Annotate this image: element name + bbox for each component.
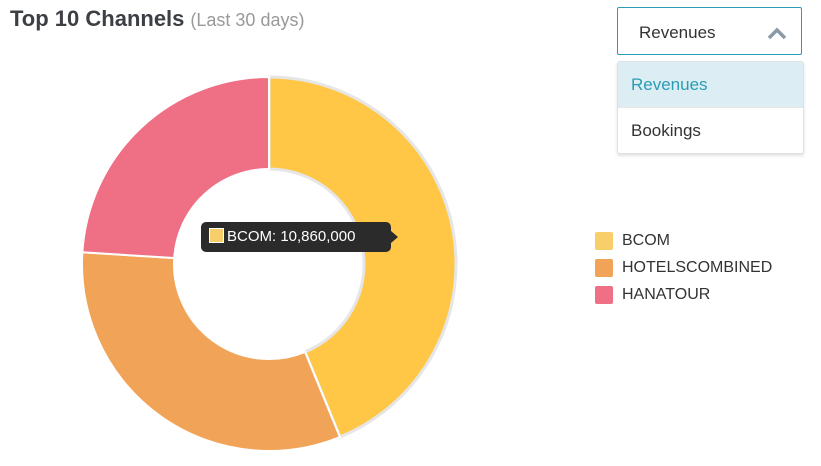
tooltip-swatch bbox=[209, 228, 224, 243]
option-revenues[interactable]: Revenues bbox=[618, 62, 803, 108]
legend-label: HOTELSCOMBINED bbox=[622, 258, 773, 276]
option-bookings[interactable]: Bookings bbox=[631, 121, 701, 140]
legend-item-bcom[interactable]: BCOM bbox=[595, 227, 772, 254]
metric-dropdown-menu: Revenues Bookings bbox=[617, 61, 804, 154]
metric-select-value: Revenues bbox=[639, 23, 716, 42]
tooltip-text: BCOM: 10,860,000 VND bbox=[209, 228, 356, 275]
legend-swatch bbox=[595, 258, 613, 277]
metric-select[interactable]: Revenues bbox=[617, 7, 802, 55]
legend-swatch bbox=[595, 285, 613, 304]
slice-hanatour[interactable] bbox=[81, 75, 270, 260]
chevron-up-icon bbox=[767, 27, 787, 40]
slice-bcom[interactable] bbox=[267, 75, 458, 439]
chart-tooltip: BCOM: 10,860,000 VND bbox=[201, 222, 398, 275]
legend-label: HANATOUR bbox=[622, 285, 711, 303]
legend-item-hotelscombined[interactable]: HOTELSCOMBINED bbox=[595, 254, 772, 281]
subtitle: (Last 30 days) bbox=[190, 10, 305, 30]
legend-label: BCOM bbox=[622, 231, 670, 249]
title-text: Top 10 Channels bbox=[10, 6, 185, 31]
slice-hotelscombined[interactable] bbox=[81, 251, 342, 452]
legend-item-hanatour[interactable]: HANATOUR bbox=[595, 281, 772, 308]
chart-legend: BCOM HOTELSCOMBINED HANATOUR bbox=[595, 227, 772, 308]
page-title: Top 10 Channels (Last 30 days) bbox=[10, 6, 304, 32]
legend-swatch bbox=[595, 231, 613, 250]
